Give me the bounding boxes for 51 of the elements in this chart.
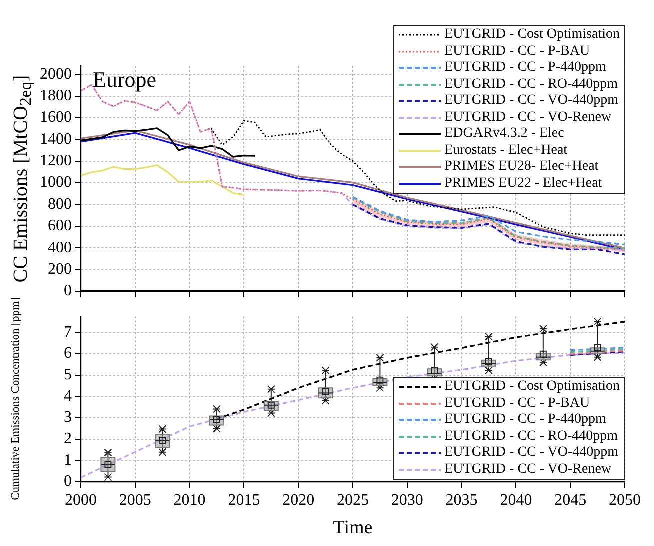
x-tick-label: 2015 — [228, 492, 260, 509]
x-tick-label: 2030 — [391, 492, 424, 509]
line-series — [81, 352, 625, 479]
y-tick-label: 1800 — [40, 88, 72, 105]
x-tick-label: 2010 — [174, 492, 206, 509]
y-tick-label: 7 — [64, 324, 72, 341]
y-tick-label: 6 — [64, 345, 72, 362]
x-axis-title: Time — [333, 518, 373, 539]
y-tick-label: 1200 — [40, 152, 72, 170]
legend-label: Eurostats - Elec+Heat — [444, 142, 568, 159]
legend-label: EUTGRID - Cost Optimisation — [444, 379, 620, 396]
legend-label: EUTGRID - CC - VO-440ppm — [444, 445, 619, 462]
y-tick-label: 1400 — [40, 130, 72, 148]
legend-label: EUTGRID - CC - P-BAU — [444, 396, 590, 412]
y-tick-label: 0 — [64, 473, 72, 490]
legend-label: EUTGRID - CC - P-440ppm — [444, 60, 606, 76]
legend-label: EUTGRID - CC - VO-440ppm — [444, 93, 619, 110]
y-tick-label: 1600 — [40, 109, 72, 126]
legend-label: EUTGRID - CC - RO-440ppm — [444, 428, 618, 445]
y-tick-label: 1000 — [40, 174, 72, 192]
legend-label: EUTGRID - CC - P-440ppm — [444, 412, 606, 428]
legend-label: EUTGRID - CC - P-BAU — [444, 44, 590, 60]
x-tick-label: 2045 — [554, 492, 587, 509]
legend-label: PRIMES EU22 - Elec+Heat — [444, 176, 602, 192]
y-tick-label: 2000 — [40, 66, 72, 83]
legend-label: EUTGRID - Cost Optimisation — [444, 27, 620, 44]
y-tick-label: 400 — [48, 239, 72, 256]
legend-label: EUTGRID - CC - VO-Renew — [444, 462, 612, 478]
legend-label: EUTGRID - CC - RO-440ppm — [444, 76, 618, 93]
x-tick-label: 2025 — [337, 492, 369, 509]
legend-label: EDGARv4.3.2 - Elec — [444, 126, 564, 142]
y-tick-label: 800 — [48, 196, 72, 213]
y-tick-label: 1 — [64, 452, 72, 469]
line-series — [210, 120, 625, 236]
x-tick-label: 2020 — [282, 492, 315, 509]
y-axis-title: Cumulative Emissions Concentration [ppm] — [10, 298, 22, 501]
x-tick-label: 2005 — [119, 492, 152, 509]
annotation: Europe — [93, 66, 157, 92]
y-tick-label: 0 — [64, 282, 72, 300]
legend-label: EUTGRID - CC - VO-Renew — [444, 110, 612, 126]
y-tick-label: 600 — [48, 218, 72, 235]
x-tick-label: 2040 — [500, 492, 532, 509]
x-tick-label: 2050 — [609, 492, 641, 509]
legend-label: PRIMES EU28- Elec+Heat — [444, 159, 599, 176]
y-tick-label: 3 — [64, 409, 72, 426]
y-tick-label: 2 — [64, 430, 72, 448]
y-tick-label: 200 — [48, 260, 72, 278]
line-series — [352, 204, 625, 256]
y-tick-label: 5 — [64, 366, 72, 384]
x-tick-label: 2035 — [446, 492, 478, 509]
y-tick-label: 4 — [64, 388, 72, 405]
